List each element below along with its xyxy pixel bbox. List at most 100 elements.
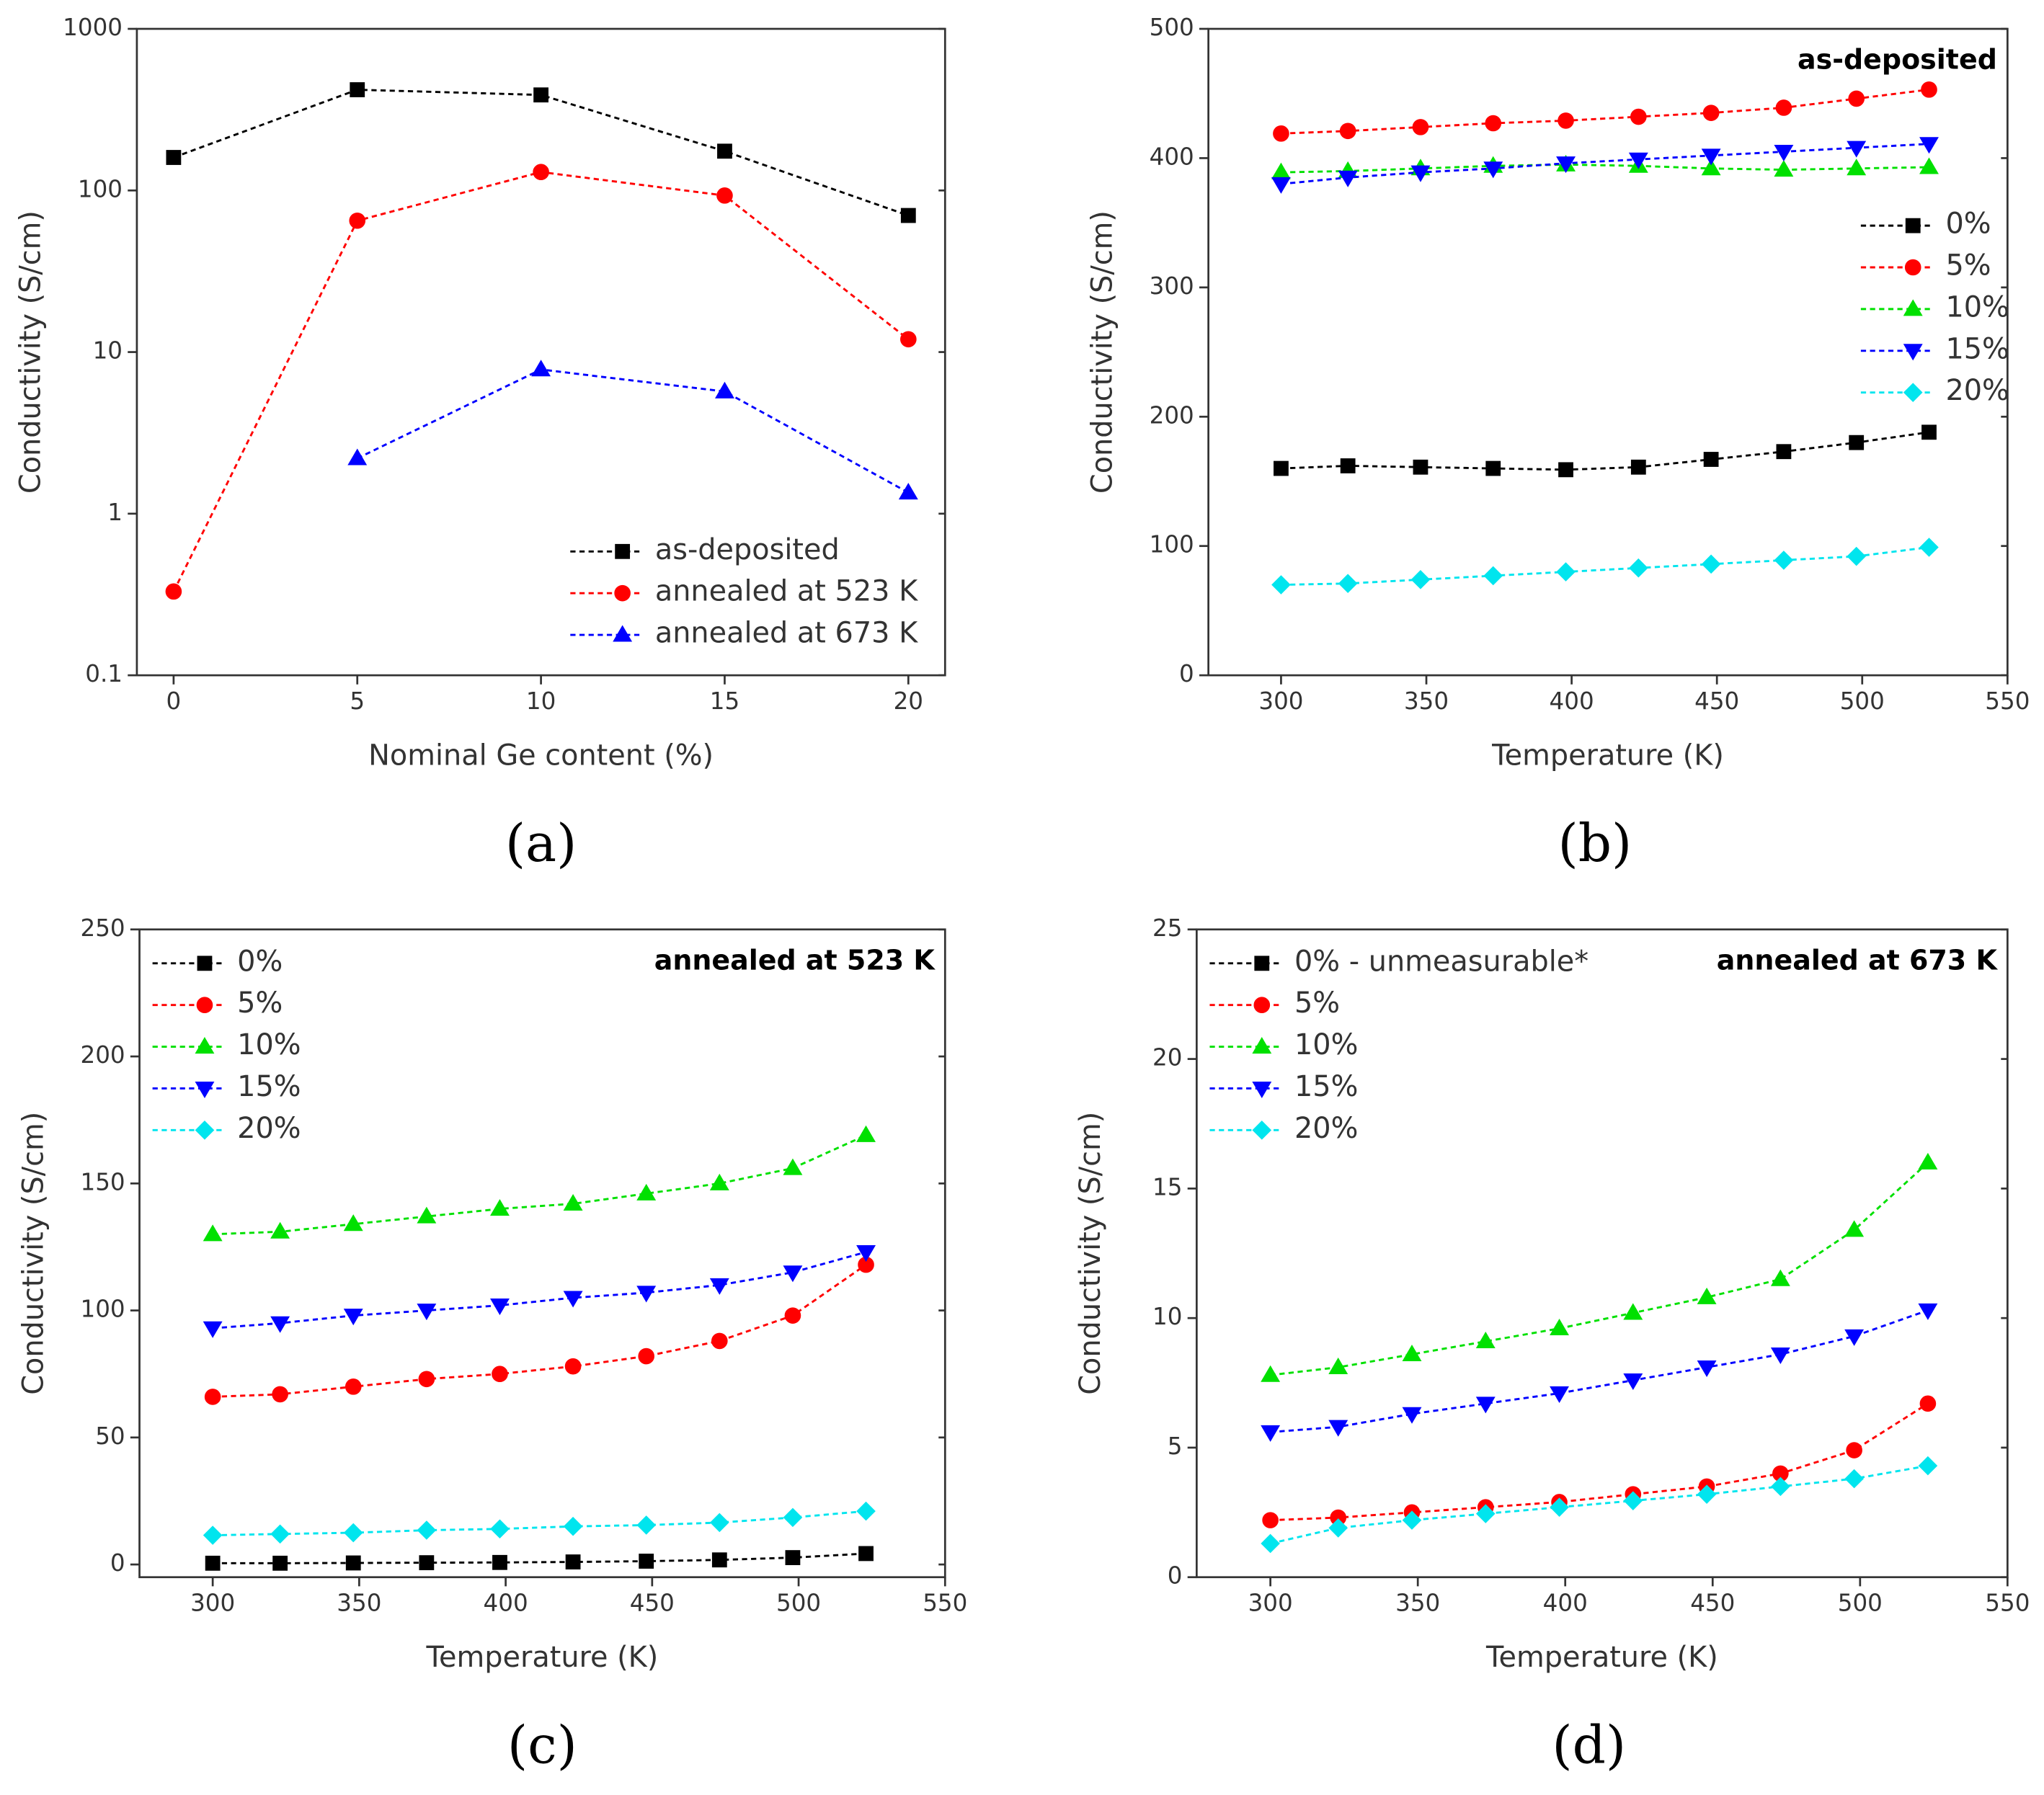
marker [1262, 1512, 1279, 1528]
marker [270, 1316, 290, 1333]
chart-panel: 0.1 1 10 100 1000 0 5 10 15 20 Nominal Ge content … [14, 14, 946, 874]
marker [492, 1554, 507, 1570]
x-tick-label: 350 [1395, 1590, 1440, 1617]
marker [613, 625, 633, 642]
y-tick-label: 100 [81, 1296, 125, 1323]
marker [1402, 1344, 1422, 1361]
marker [205, 1555, 221, 1571]
marker [1261, 1425, 1281, 1442]
marker [1774, 144, 1794, 162]
marker [1261, 1533, 1280, 1554]
series-line [1270, 1402, 1929, 1522]
annotation: annealed at 523 K [654, 945, 936, 976]
y-tick-label: 0 [1179, 660, 1194, 687]
marker [563, 1291, 583, 1308]
x-tick-label: 0 [166, 687, 182, 715]
marker [349, 212, 366, 229]
marker [270, 1221, 290, 1239]
marker [1623, 1491, 1643, 1510]
marker [1339, 123, 1356, 140]
legend: 0% 5% 10% 15% 20% [152, 945, 301, 1145]
legend-label: 5% [1945, 249, 1991, 282]
y-tick-label: 300 [1150, 272, 1194, 300]
marker [1921, 81, 1937, 98]
series-line [173, 89, 909, 217]
series-line [1270, 1162, 1929, 1376]
marker [203, 1525, 223, 1545]
marker [1475, 1397, 1496, 1414]
legend-label: 15% [1294, 1070, 1358, 1103]
marker [1271, 162, 1291, 179]
y-tick-label: 20 [1152, 1044, 1182, 1072]
series-line [357, 368, 910, 494]
marker [614, 584, 631, 602]
series-line [1270, 1309, 1929, 1433]
chart-panel: 0 100 200 300 400 500 300 350 400 450 500 550 Temper… [1085, 14, 2030, 874]
x-tick-label: 500 [1840, 687, 1885, 715]
marker [636, 1286, 657, 1303]
marker [1774, 160, 1794, 177]
x-tick-label: 450 [1694, 687, 1739, 715]
marker [272, 1555, 288, 1571]
marker [533, 164, 549, 181]
marker [1328, 1420, 1348, 1437]
marker [1630, 108, 1647, 125]
marker [1556, 562, 1576, 582]
marker [1558, 112, 1574, 129]
legend-label: 0% - unmeasurable* [1294, 945, 1588, 978]
marker [1903, 383, 1923, 402]
x-tick-label: 20 [894, 687, 923, 715]
marker [1771, 1476, 1790, 1497]
y-tick-label: 200 [1150, 401, 1194, 429]
marker [1918, 1456, 1938, 1476]
marker [1849, 435, 1865, 450]
x-axis-label: Temperature (K) [1491, 739, 1724, 772]
marker [783, 1265, 803, 1283]
marker [1556, 156, 1576, 174]
series-line [1281, 546, 1929, 586]
marker [1701, 159, 1721, 176]
legend-label: 15% [237, 1070, 301, 1103]
legend-label: 10% [1945, 290, 2009, 324]
series-line [1281, 88, 1929, 135]
marker [1550, 1497, 1569, 1517]
marker [1328, 1357, 1348, 1374]
marker [1702, 104, 1720, 121]
marker [490, 1199, 510, 1216]
marker [166, 150, 182, 165]
legend-label: 0% [1945, 208, 1991, 241]
marker [531, 360, 551, 377]
marker [203, 1321, 223, 1338]
marker [638, 1348, 655, 1365]
caption: (d) [1552, 1715, 1626, 1776]
marker [1921, 424, 1937, 440]
marker [1338, 574, 1358, 594]
marker [272, 1386, 288, 1403]
marker [856, 1125, 876, 1142]
marker [343, 1214, 363, 1231]
marker [1918, 1303, 1938, 1320]
marker [1844, 1220, 1865, 1237]
marker [533, 87, 548, 103]
y-axis-label: Conductivity (S/cm) [17, 1112, 50, 1395]
legend-label: 15% [1945, 332, 2009, 365]
marker [1697, 1360, 1717, 1378]
marker [564, 1358, 582, 1375]
legend-label: 10% [1294, 1028, 1358, 1061]
marker [1919, 137, 1939, 154]
legend-label: annealed at 673 K [655, 617, 918, 650]
marker [1623, 1373, 1643, 1391]
y-tick-label: 1000 [63, 14, 123, 41]
legend-label: 0% [237, 945, 283, 978]
marker [563, 1516, 583, 1536]
marker [1475, 1504, 1496, 1523]
chart-panel: 0 50 100 150 200 250 300 350 400 450 500 550 Tempera… [17, 914, 967, 1776]
series-line [1270, 1464, 1929, 1545]
x-tick-label: 5 [350, 687, 365, 715]
legend-label: 5% [237, 986, 283, 1020]
y-axis-label: Conductivity (S/cm) [14, 210, 48, 494]
marker [418, 1371, 435, 1388]
marker [858, 1546, 874, 1562]
marker [1701, 148, 1721, 166]
